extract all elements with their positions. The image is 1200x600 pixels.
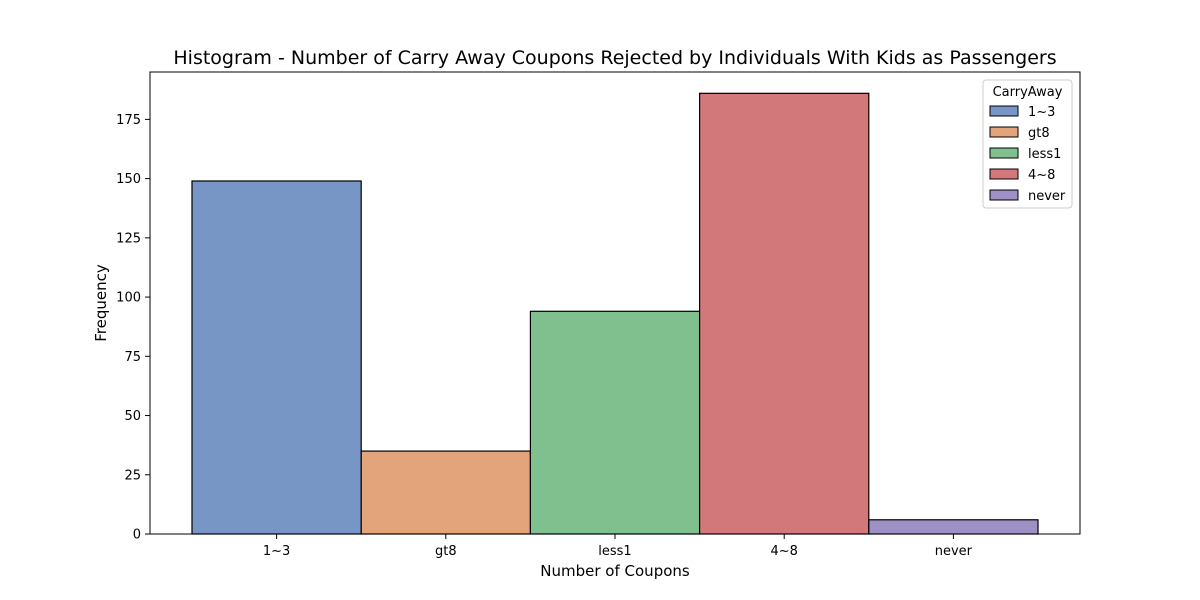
legend-swatch-4-8 — [989, 168, 1019, 180]
legend: CarryAway 1~3 gt8 less1 4~8 never — [982, 79, 1073, 209]
legend-label-4-8: 4~8 — [1028, 168, 1055, 183]
y-tick-label-50: 50 — [124, 409, 141, 424]
bar-less1 — [529, 310, 701, 535]
y-tick-label-0: 0 — [133, 528, 141, 543]
bar-gt8 — [360, 450, 532, 535]
legend-swatch-1-3 — [989, 105, 1019, 117]
x-tick-label-4-8: 4~8 — [770, 544, 797, 559]
y-tick-label-150: 150 — [116, 172, 141, 187]
legend-label-less1: less1 — [1028, 147, 1061, 162]
y-tick-label-75: 75 — [124, 350, 141, 365]
y-tick-label-25: 25 — [124, 468, 141, 483]
y-axis: 0 25 50 75 100 125 150 175 — [116, 113, 150, 543]
legend-swatch-less1 — [989, 147, 1019, 159]
bar-1-3 — [191, 180, 362, 535]
bar-4-8 — [698, 92, 870, 535]
x-tick-label-never: never — [935, 544, 973, 559]
bar-never — [868, 519, 1039, 535]
y-tick-label-175: 175 — [116, 113, 141, 128]
y-tick-label-125: 125 — [116, 231, 141, 246]
legend-swatch-never — [989, 189, 1019, 201]
legend-swatch-gt8 — [989, 126, 1019, 138]
x-axis-label: Number of Coupons — [540, 562, 690, 580]
y-tick-label-100: 100 — [116, 291, 141, 306]
legend-label-1-3: 1~3 — [1028, 105, 1055, 120]
x-tick-label-less1: less1 — [598, 544, 631, 559]
legend-label-gt8: gt8 — [1028, 126, 1050, 141]
x-axis: 1~3 gt8 less1 4~8 never — [263, 534, 973, 559]
bars-group — [191, 92, 1039, 535]
x-tick-label-1-3: 1~3 — [263, 544, 290, 559]
y-axis-label: Frequency — [92, 264, 110, 342]
plot-frame — [149, 71, 1081, 535]
chart-title: Histogram - Number of Carry Away Coupons… — [173, 47, 1056, 69]
legend-title: CarryAway — [993, 85, 1063, 100]
x-tick-label-gt8: gt8 — [435, 544, 457, 559]
legend-items: 1~3 gt8 less1 4~8 never — [989, 105, 1066, 204]
legend-label-never: never — [1028, 189, 1066, 204]
